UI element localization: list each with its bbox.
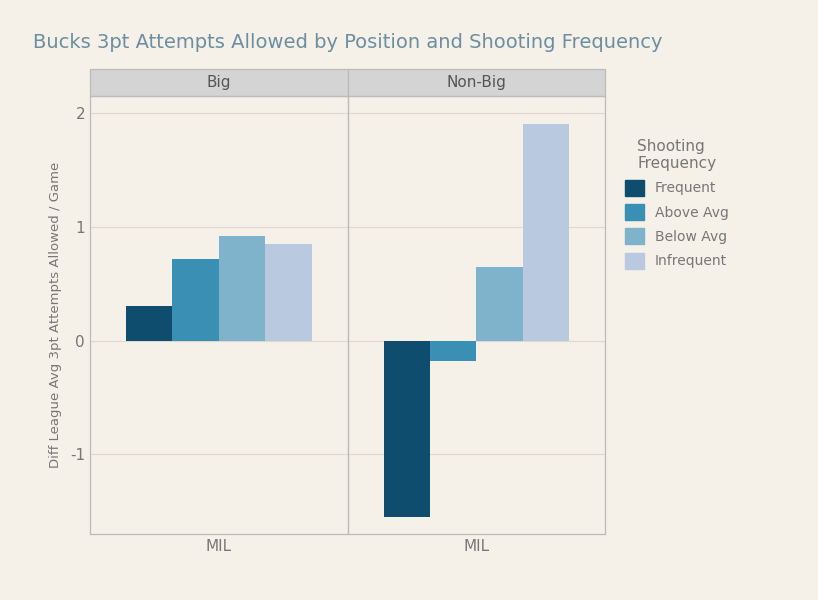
Text: Big: Big — [207, 75, 231, 90]
Bar — [173, 259, 219, 341]
Bar — [476, 266, 523, 341]
Text: Non-Big: Non-Big — [447, 75, 506, 90]
Bar — [126, 307, 173, 341]
Legend: Frequent, Above Avg, Below Avg, Infrequent: Frequent, Above Avg, Below Avg, Infreque… — [624, 139, 729, 269]
Y-axis label: Diff League Avg 3pt Attempts Allowed / Game: Diff League Avg 3pt Attempts Allowed / G… — [48, 162, 61, 468]
Bar — [384, 341, 430, 517]
Bar — [523, 124, 569, 341]
Bar — [430, 341, 476, 361]
Bar — [219, 236, 265, 341]
Text: Bucks 3pt Attempts Allowed by Position and Shooting Frequency: Bucks 3pt Attempts Allowed by Position a… — [33, 33, 663, 52]
Bar — [265, 244, 312, 341]
